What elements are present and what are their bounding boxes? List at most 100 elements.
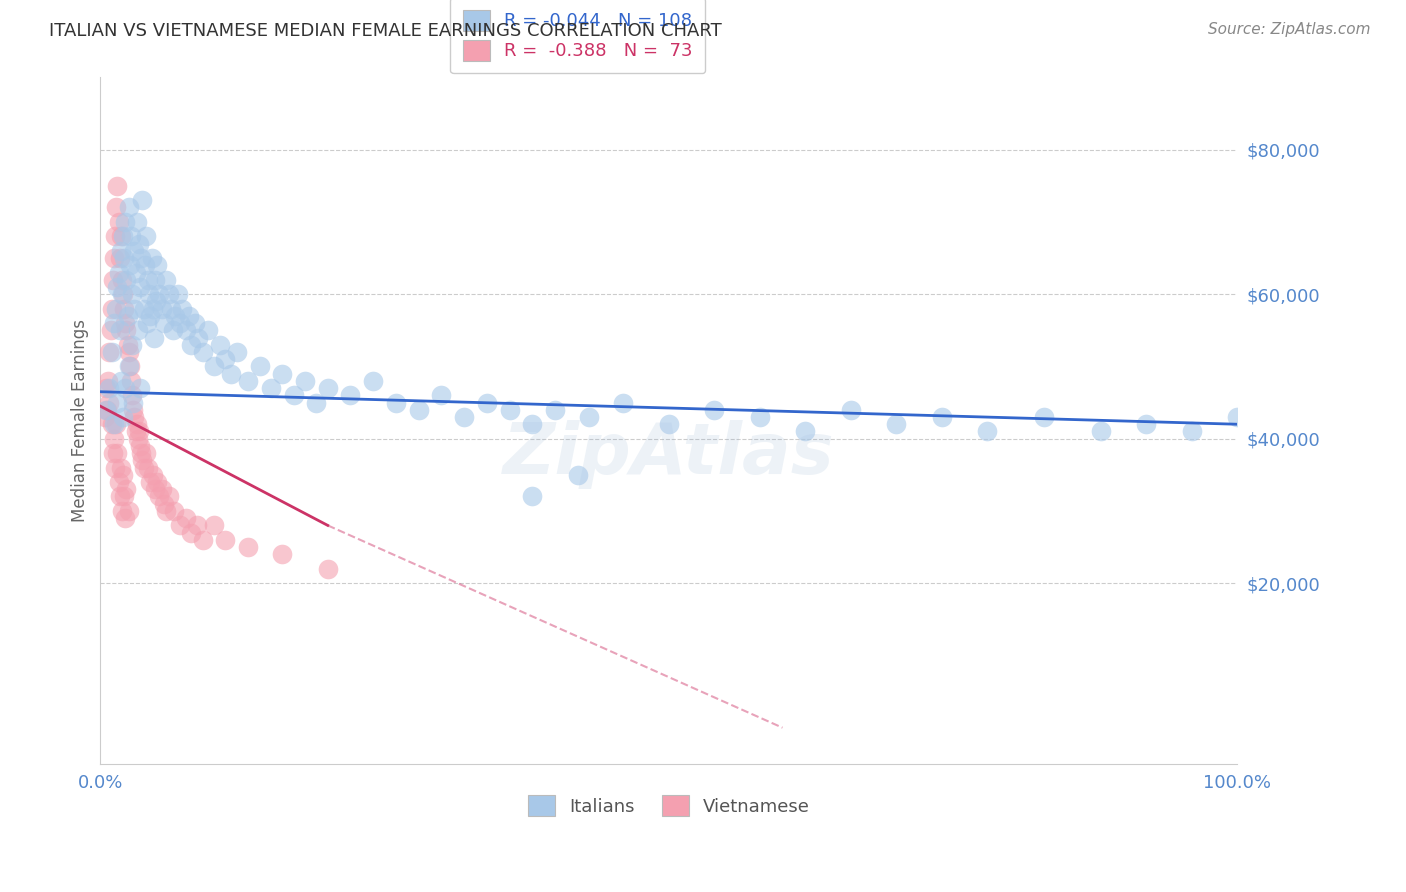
Point	[101, 446, 124, 460]
Point	[146, 258, 169, 272]
Point	[187, 330, 209, 344]
Point	[191, 345, 214, 359]
Point	[544, 402, 567, 417]
Point	[155, 504, 177, 518]
Point	[141, 251, 163, 265]
Point	[112, 251, 135, 265]
Point	[567, 467, 589, 482]
Point	[214, 352, 236, 367]
Point	[157, 490, 180, 504]
Point	[110, 374, 132, 388]
Point	[174, 511, 197, 525]
Point	[129, 280, 152, 294]
Point	[1135, 417, 1157, 432]
Point	[142, 467, 165, 482]
Point	[191, 533, 214, 547]
Point	[166, 287, 188, 301]
Point	[96, 402, 118, 417]
Point	[578, 410, 600, 425]
Y-axis label: Median Female Earnings: Median Female Earnings	[72, 319, 89, 522]
Point	[165, 309, 187, 323]
Point	[107, 475, 129, 489]
Point	[105, 201, 128, 215]
Point	[108, 251, 131, 265]
Point	[174, 323, 197, 337]
Point	[114, 381, 136, 395]
Point	[124, 244, 146, 258]
Point	[408, 402, 430, 417]
Point	[118, 359, 141, 374]
Point	[177, 309, 200, 323]
Point	[118, 201, 141, 215]
Point	[112, 301, 135, 316]
Point	[361, 374, 384, 388]
Point	[111, 287, 134, 301]
Point	[202, 359, 225, 374]
Point	[1226, 410, 1249, 425]
Point	[103, 251, 125, 265]
Point	[112, 287, 135, 301]
Point	[94, 402, 117, 417]
Point	[260, 381, 283, 395]
Point	[225, 345, 247, 359]
Point	[453, 410, 475, 425]
Point	[118, 504, 141, 518]
Point	[104, 229, 127, 244]
Point	[129, 446, 152, 460]
Point	[98, 395, 121, 409]
Point	[122, 402, 145, 417]
Point	[121, 388, 143, 402]
Point	[115, 483, 138, 497]
Point	[122, 395, 145, 409]
Point	[612, 395, 634, 409]
Point	[118, 359, 141, 374]
Point	[135, 229, 157, 244]
Point	[249, 359, 271, 374]
Point	[112, 490, 135, 504]
Point	[794, 425, 817, 439]
Point	[271, 367, 294, 381]
Point	[112, 229, 135, 244]
Point	[98, 381, 121, 395]
Point	[180, 338, 202, 352]
Point	[143, 273, 166, 287]
Point	[138, 287, 160, 301]
Point	[110, 244, 132, 258]
Point	[498, 402, 520, 417]
Point	[114, 511, 136, 525]
Point	[139, 309, 162, 323]
Point	[118, 258, 141, 272]
Point	[143, 483, 166, 497]
Point	[294, 374, 316, 388]
Point	[124, 301, 146, 316]
Point	[125, 215, 148, 229]
Point	[703, 402, 725, 417]
Point	[148, 490, 170, 504]
Point	[117, 309, 139, 323]
Point	[105, 417, 128, 432]
Point	[202, 518, 225, 533]
Point	[118, 345, 141, 359]
Point	[150, 301, 173, 316]
Point	[305, 395, 328, 409]
Point	[430, 388, 453, 402]
Point	[839, 402, 862, 417]
Point	[105, 301, 128, 316]
Point	[132, 460, 155, 475]
Point	[163, 504, 186, 518]
Point	[475, 395, 498, 409]
Point	[107, 215, 129, 229]
Text: Source: ZipAtlas.com: Source: ZipAtlas.com	[1208, 22, 1371, 37]
Point	[1181, 425, 1204, 439]
Point	[208, 338, 231, 352]
Point	[108, 490, 131, 504]
Point	[101, 273, 124, 287]
Point	[128, 425, 150, 439]
Point	[131, 194, 153, 208]
Point	[121, 338, 143, 352]
Point	[129, 381, 152, 395]
Point	[1033, 410, 1056, 425]
Point	[136, 460, 159, 475]
Point	[236, 540, 259, 554]
Point	[94, 410, 117, 425]
